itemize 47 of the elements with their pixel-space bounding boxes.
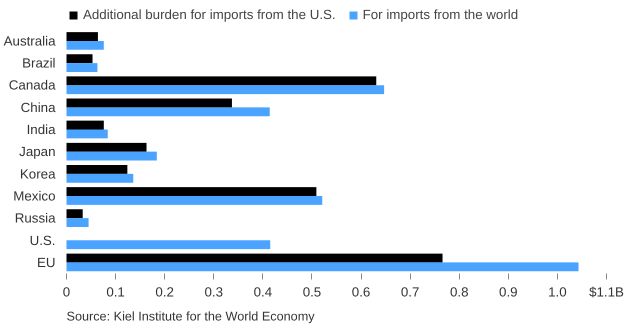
y-tick-label: Japan [19,144,56,160]
bar [66,76,376,86]
bar [66,120,104,130]
legend-label: Additional burden for imports from the U.S. [83,7,336,22]
y-tick-label: Australia [4,33,56,48]
bar [66,63,98,72]
y-tick-label: EU [36,254,56,270]
x-tick-label: 0.4 [254,284,273,300]
x-tick-label: 0.2 [155,284,174,300]
y-tick-label: Korea [20,166,56,182]
bar [66,54,93,64]
bar [66,187,316,196]
bar [66,262,579,272]
bar [66,142,147,152]
bar [66,98,232,108]
y-tick-label: Brazil [22,56,56,71]
y-tick-label: Mexico [13,188,56,204]
bar [66,254,443,262]
x-tick-label: 1.0 [548,284,567,300]
x-tick-label: 0 [62,284,70,300]
bar [66,174,134,183]
source-note: Source: Kiel Institute for the World Economy [66,310,316,324]
x-tick-label: 0.8 [450,284,468,300]
bar [66,32,98,41]
bar [66,164,128,174]
bar [66,85,384,94]
bar [66,240,270,250]
x-tick-label: 0.6 [352,284,370,300]
bar [66,196,322,205]
y-tick-label: China [20,100,56,115]
bar [66,107,270,116]
x-tick-label: 0.9 [499,284,518,300]
y-tick-label: Canada [8,78,56,93]
bar [66,152,157,161]
x-tick-label: 0.3 [204,284,224,300]
y-tick-label: Russia [14,210,56,226]
legend-label: For imports from the world [362,7,518,22]
bar [66,218,89,227]
y-tick-label: U.S. [30,232,56,248]
bar [66,40,104,50]
y-tick-label: India [26,122,56,138]
x-tick-label: 0.7 [400,284,420,300]
bar [66,209,83,218]
x-tick-label: $1.1B [589,284,624,300]
x-tick-label: 0.5 [302,284,322,300]
bar [66,130,108,138]
x-tick-label: 0.1 [106,284,125,300]
